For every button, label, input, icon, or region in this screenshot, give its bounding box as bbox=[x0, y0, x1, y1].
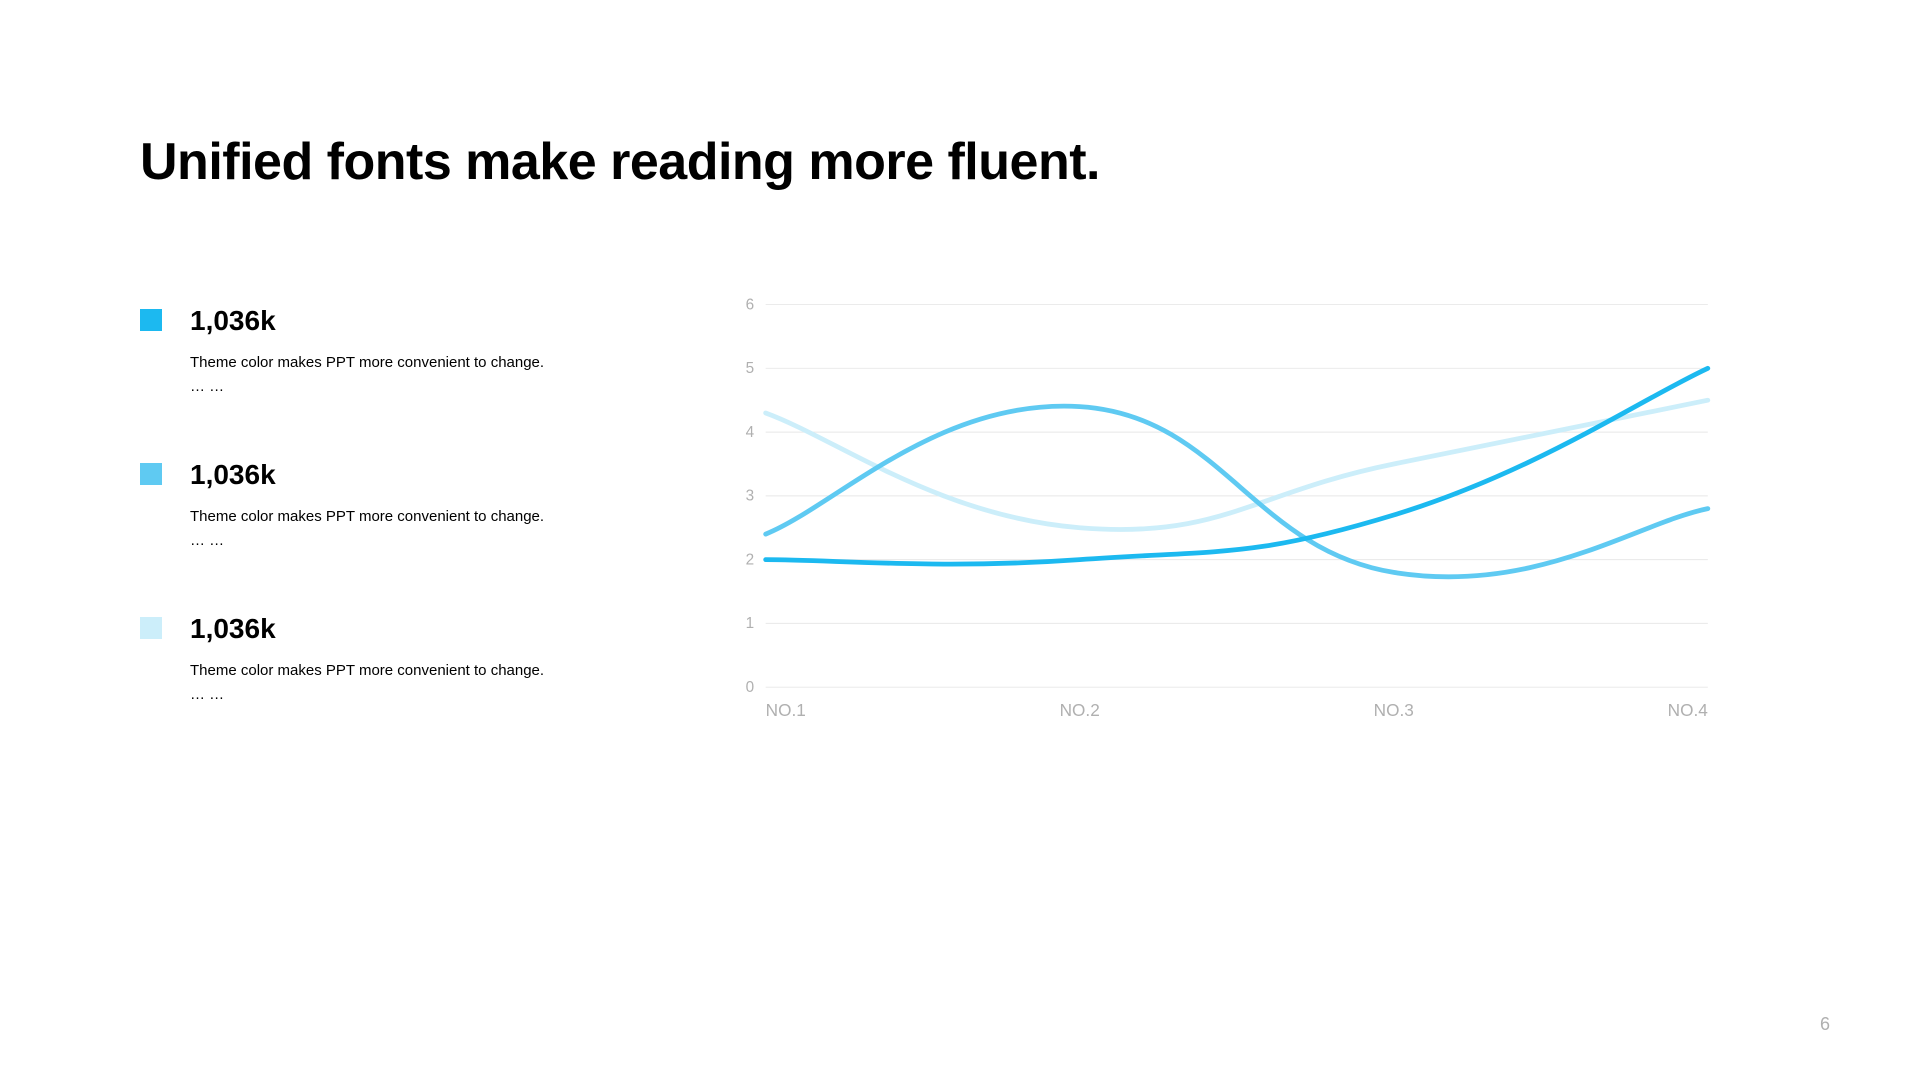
svg-text:1: 1 bbox=[746, 615, 755, 632]
swatch-icon bbox=[140, 463, 162, 485]
stat-desc: Theme color makes PPT more convenient to… bbox=[190, 351, 560, 399]
stat-desc: Theme color makes PPT more convenient to… bbox=[190, 505, 560, 553]
svg-text:5: 5 bbox=[746, 360, 755, 377]
stat-desc-line: … … bbox=[190, 532, 224, 549]
line-chart: 0 1 2 3 4 5 6 NO.1 NO.2 NO.3 NO.4 bbox=[640, 295, 1800, 735]
slide-title: Unified fonts make reading more fluent. bbox=[140, 130, 1800, 195]
svg-text:6: 6 bbox=[746, 296, 755, 313]
svg-text:2: 2 bbox=[746, 551, 755, 568]
swatch-icon bbox=[140, 617, 162, 639]
stat-item: 1,036k Theme color makes PPT more conven… bbox=[140, 459, 560, 553]
stat-desc-line: … … bbox=[190, 378, 224, 395]
stat-value: 1,036k bbox=[190, 459, 560, 491]
stat-desc: Theme color makes PPT more convenient to… bbox=[190, 659, 560, 707]
stat-text: 1,036k Theme color makes PPT more conven… bbox=[190, 459, 560, 553]
stat-item: 1,036k Theme color makes PPT more conven… bbox=[140, 613, 560, 707]
stat-item: 1,036k Theme color makes PPT more conven… bbox=[140, 305, 560, 399]
stat-desc-line: Theme color makes PPT more convenient to… bbox=[190, 354, 544, 371]
svg-text:0: 0 bbox=[746, 679, 755, 696]
svg-text:3: 3 bbox=[746, 488, 755, 505]
stats-panel: 1,036k Theme color makes PPT more conven… bbox=[140, 295, 560, 767]
svg-text:NO.4: NO.4 bbox=[1668, 700, 1709, 720]
slide: Unified fonts make reading more fluent. … bbox=[0, 0, 1920, 1080]
swatch-icon bbox=[140, 309, 162, 331]
stat-desc-line: … … bbox=[190, 686, 224, 703]
svg-text:NO.1: NO.1 bbox=[766, 700, 806, 720]
stat-value: 1,036k bbox=[190, 305, 560, 337]
page-number: 6 bbox=[1820, 1014, 1830, 1035]
stat-desc-line: Theme color makes PPT more convenient to… bbox=[190, 508, 544, 525]
stat-value: 1,036k bbox=[190, 613, 560, 645]
stat-desc-line: Theme color makes PPT more convenient to… bbox=[190, 662, 544, 679]
stat-text: 1,036k Theme color makes PPT more conven… bbox=[190, 305, 560, 399]
svg-text:4: 4 bbox=[746, 424, 755, 441]
stat-text: 1,036k Theme color makes PPT more conven… bbox=[190, 613, 560, 707]
chart-panel: 0 1 2 3 4 5 6 NO.1 NO.2 NO.3 NO.4 bbox=[640, 295, 1800, 767]
svg-text:NO.2: NO.2 bbox=[1060, 700, 1100, 720]
svg-text:NO.3: NO.3 bbox=[1374, 700, 1414, 720]
content-row: 1,036k Theme color makes PPT more conven… bbox=[140, 295, 1800, 767]
